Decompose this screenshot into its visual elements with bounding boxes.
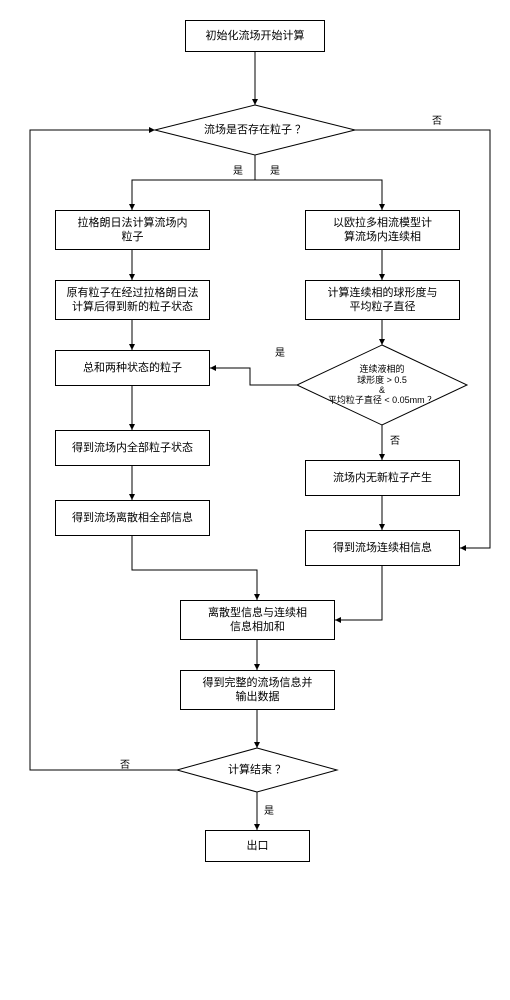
node-l4: 得到流场内全部粒子状态	[55, 430, 210, 466]
node-r2: 计算连续相的球形度与平均粒子直径	[305, 280, 460, 320]
node-d1: 流场是否存在粒子 ？	[155, 105, 355, 155]
node-m2: 得到完整的流场信息并输出数据	[180, 670, 335, 710]
edge-label: 是	[275, 344, 285, 359]
node-start: 初始化流场开始计算	[185, 20, 325, 52]
node-l1: 拉格朗日法计算流场内粒子	[55, 210, 210, 250]
node-l3: 总和两种状态的粒子	[55, 350, 210, 386]
node-d3: 计算结束 ？	[177, 748, 337, 792]
edge-label: 是	[233, 162, 243, 177]
node-l2: 原有粒子在经过拉格朗日法计算后得到新的粒子状态	[55, 280, 210, 320]
node-r1: 以欧拉多相流模型计算流场内连续相	[305, 210, 460, 250]
node-m1: 离散型信息与连续相信息相加和	[180, 600, 335, 640]
edge-label: 是	[264, 802, 274, 817]
node-r3: 流场内无新粒子产生	[305, 460, 460, 496]
node-l5: 得到流场离散相全部信息	[55, 500, 210, 536]
node-d2: 连续液相的球形度 > 0.5&平均粒子直径 < 0.05mm ？	[297, 345, 467, 425]
node-r4: 得到流场连续相信息	[305, 530, 460, 566]
edge-label: 否	[120, 756, 130, 771]
edge-label: 是	[270, 162, 280, 177]
edge-label: 否	[432, 112, 442, 127]
edge-label: 否	[390, 432, 400, 447]
node-exit: 出口	[205, 830, 310, 862]
